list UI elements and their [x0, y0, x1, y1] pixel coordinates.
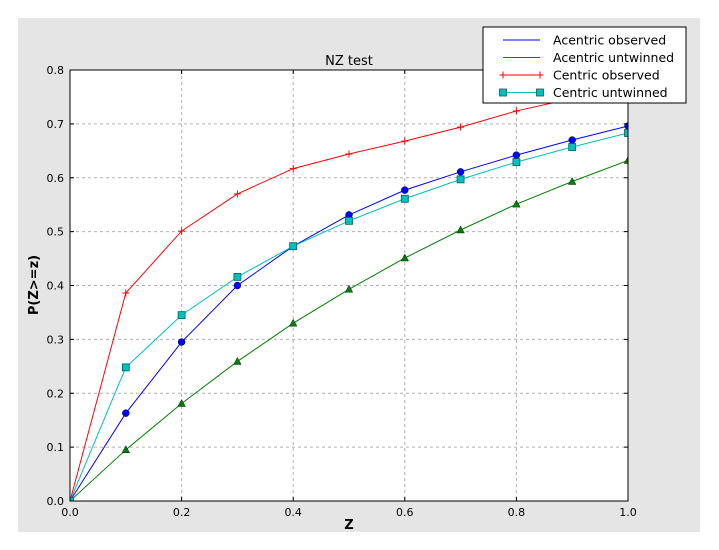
data-point-centric-observed [512, 107, 520, 115]
data-point-centric-untwinned [121, 363, 130, 372]
data-point-acentric-observed [568, 136, 576, 144]
data-point-acentric-observed [122, 409, 130, 417]
data-point-acentric-observed [456, 168, 465, 176]
y-tick-label: 0.8 [47, 64, 65, 77]
data-point-centric-observed [401, 137, 409, 145]
data-point-centric-observed [122, 289, 130, 297]
legend-marker [536, 88, 544, 97]
chart-title: NZ test [325, 54, 373, 69]
series-layer [70, 84, 628, 501]
legend-label: Acentric untwinned [553, 50, 674, 65]
data-point-centric-observed [178, 227, 186, 235]
legend-label: Centric untwinned [553, 85, 668, 100]
data-point-centric-untwinned [177, 311, 186, 320]
legend-entry-centric-observed: Centric observed [499, 68, 660, 83]
legend-marker [499, 71, 507, 79]
data-point-acentric-untwinned [400, 253, 409, 262]
y-tick-label: 0.4 [47, 280, 65, 293]
data-point-centric-untwinned [400, 194, 409, 203]
data-point-acentric-untwinned [121, 445, 130, 454]
data-point-centric-observed [345, 150, 353, 158]
legend-marker [499, 88, 507, 97]
data-point-centric-untwinned [289, 242, 298, 251]
legend-entry-acentric-untwinned: Acentric untwinned [503, 50, 674, 65]
legend-marker [536, 71, 544, 79]
data-point-centric-untwinned [456, 175, 465, 184]
series-centric-untwinned [70, 129, 628, 501]
x-axis-label: Z [344, 518, 353, 533]
legend-label: Centric observed [553, 68, 660, 83]
y-tick-label: 0.2 [47, 387, 65, 400]
y-tick-label: 0.3 [47, 333, 65, 346]
legend-entry-centric-untwinned: Centric untwinned [499, 85, 668, 100]
data-point-acentric-untwinned [177, 399, 186, 407]
x-tick-label: 0.8 [508, 506, 526, 519]
x-tick-label: 0.2 [173, 506, 191, 519]
x-tick-label: 0.4 [284, 506, 302, 519]
data-point-acentric-observed [233, 281, 242, 290]
y-axis-label: P(Z>=z) [27, 255, 42, 315]
y-tick-label: 0.7 [47, 118, 65, 131]
data-point-acentric-untwinned [623, 156, 628, 164]
y-tick-label: 0.5 [47, 226, 65, 239]
data-point-centric-observed [233, 190, 241, 198]
legend-entry-acentric-observed: Acentric observed [503, 33, 666, 48]
data-point-acentric-untwinned [512, 199, 521, 208]
data-point-acentric-observed [401, 186, 409, 194]
data-point-centric-untwinned [568, 143, 577, 151]
data-point-acentric-observed [512, 151, 521, 159]
data-point-centric-untwinned [70, 497, 74, 501]
y-tick-label: 0.6 [47, 172, 65, 185]
legend: Acentric observed Acentric untwinned Centr… [482, 26, 687, 104]
data-point-centric-observed [457, 123, 465, 131]
ticks: 0.0 0.2 0.4 0.6 0.8 1.0 0.0 0.1 0.2 0.3 0.4 0.5 0.6 0… [47, 64, 637, 519]
x-tick-label: 0.0 [61, 506, 79, 519]
grid [70, 70, 628, 501]
data-point-acentric-untwinned [233, 357, 242, 365]
y-tick-label: 0.1 [47, 441, 65, 454]
legend-label: Acentric observed [553, 33, 666, 48]
data-point-acentric-untwinned [289, 318, 298, 327]
series-acentric-untwinned [70, 156, 628, 501]
y-tick-label: 0.0 [47, 495, 65, 508]
data-point-centric-untwinned [233, 272, 242, 281]
data-point-acentric-untwinned [568, 177, 577, 185]
data-point-centric-observed [289, 165, 297, 173]
x-tick-label: 0.6 [396, 506, 414, 519]
data-point-acentric-untwinned [456, 225, 465, 234]
data-point-acentric-untwinned [344, 284, 354, 293]
data-point-centric-untwinned [345, 216, 353, 225]
x-tick-label: 1.0 [619, 506, 637, 519]
data-point-acentric-observed [177, 338, 186, 346]
data-point-centric-untwinned [512, 158, 521, 167]
data-point-centric-untwinned [624, 129, 628, 137]
